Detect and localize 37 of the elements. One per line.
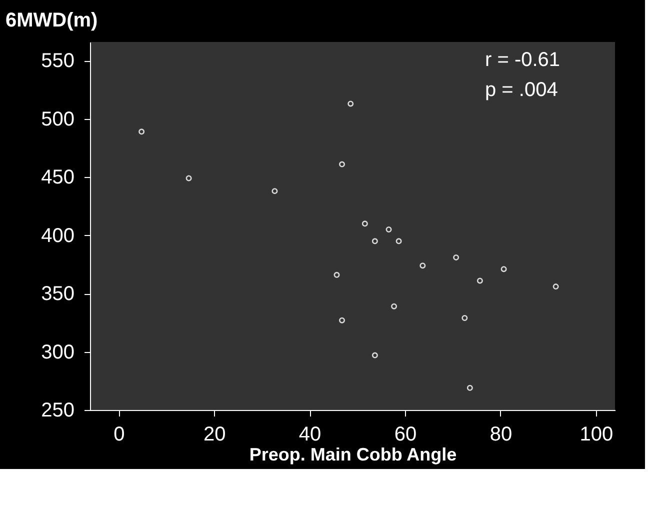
x-tick-label: 60 (394, 424, 417, 446)
x-tick-label: 0 (114, 424, 125, 446)
y-tick-label: 250 (41, 400, 74, 422)
annotation: r = -0.61 (485, 49, 560, 71)
point (372, 352, 378, 358)
point (500, 266, 507, 272)
point (339, 161, 345, 168)
point (138, 128, 145, 135)
x-axis-title: Preop. Main Cobb Angle (249, 444, 457, 464)
point (453, 254, 460, 260)
point (396, 238, 402, 244)
y-tick-label: 500 (41, 108, 74, 130)
point (186, 175, 192, 182)
point (339, 317, 345, 324)
y-tick-label: 450 (41, 166, 74, 189)
point (348, 100, 354, 107)
point (466, 384, 473, 391)
x-tick-label: 100 (580, 424, 614, 446)
annotation: p = .004 (485, 79, 558, 101)
y-tick-label: 550 (41, 50, 74, 72)
x-tick-label: 80 (490, 424, 512, 446)
point (420, 262, 426, 269)
y-axis-title: 6MWD(m) (6, 10, 98, 32)
x-tick-label: 20 (203, 424, 226, 446)
y-tick-label: 350 (41, 283, 74, 306)
y-tick-label: 300 (41, 341, 74, 364)
point (362, 220, 368, 227)
x-tick-label: 40 (298, 424, 322, 446)
point (462, 315, 468, 321)
point (334, 272, 340, 278)
point (272, 188, 278, 194)
point (552, 284, 559, 290)
point (386, 226, 392, 232)
point (476, 278, 483, 284)
point (391, 303, 398, 310)
point (372, 238, 378, 244)
y-tick-label: 400 (41, 224, 74, 247)
